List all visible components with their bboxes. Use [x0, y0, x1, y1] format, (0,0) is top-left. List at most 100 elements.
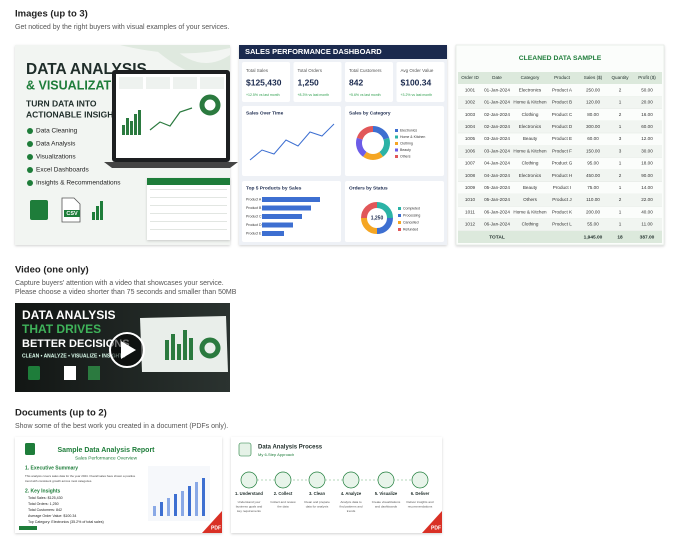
step-label: 5. Visualize [375, 491, 398, 496]
step-label: 1. Understand [235, 491, 263, 496]
table-cell: 14.00 [641, 185, 653, 190]
legend-label: Refunded [403, 227, 418, 231]
bar-label: Product D [246, 223, 262, 227]
play-icon[interactable] [121, 341, 136, 359]
doc-bullet: Total Sales: $125,430 [28, 496, 63, 500]
panel [242, 106, 341, 176]
video-strap: CLEAN • ANALYZE • VISUALIZE • INSIGHTS [22, 353, 126, 359]
table-cell: 1004 [465, 124, 476, 129]
table-cell: 1 [619, 222, 622, 227]
tagline: TURN DATA INTO [26, 98, 97, 108]
table-cell: 1 [619, 185, 622, 190]
decor-bar [189, 338, 193, 360]
panel-title: Sales by Category [349, 110, 391, 116]
table-header: Profit ($) [638, 75, 656, 80]
step-text: Collect and review [270, 500, 296, 504]
decor-bar [262, 205, 311, 211]
decor-bar [174, 494, 177, 516]
decor-bar [177, 344, 181, 360]
mini-row [150, 221, 227, 222]
table-cell: 450.00 [586, 173, 600, 178]
table-cell: Product K [552, 209, 573, 214]
doc-text: trend with consistent growth across most… [25, 479, 92, 483]
table-cell: Beauty [523, 185, 538, 190]
bullet: Insights & Recommendations [36, 180, 121, 187]
image-card[interactable]: CLEANED DATA SAMPLE Order ID Date Category P… [455, 44, 665, 246]
decor-bar [262, 231, 284, 236]
table-cell: Product D [552, 124, 573, 129]
pdf-corner [422, 511, 442, 533]
table-cell: 120.00 [586, 100, 600, 105]
bullet: Excel Dashboards [36, 167, 89, 174]
step-label: 2. Collect [274, 491, 293, 496]
table-row-bg [458, 218, 662, 231]
kpi-card [293, 62, 342, 102]
kpi-note: +12.5% vs last month [246, 93, 280, 97]
legend-swatch [398, 214, 401, 217]
section-subtitle: Get noticed by the right buyers with vis… [15, 24, 229, 31]
decor-bar [188, 486, 191, 516]
step-text: data for analysis [306, 504, 329, 508]
kpi-card [242, 62, 290, 102]
table-cell: 1007 [465, 161, 476, 166]
table-cell: 1005 [465, 136, 476, 141]
table-cell: Clothing [522, 161, 539, 166]
doc-heading: 2. Key Insights [25, 488, 61, 494]
table-cell: 3 [619, 148, 622, 153]
decor-bar [165, 340, 169, 360]
step-label: 3. Clean [309, 491, 326, 496]
decor-bar [92, 212, 95, 220]
bar-label: Product A [246, 197, 262, 201]
step-icon [342, 471, 360, 489]
step-text: the data [277, 504, 288, 508]
table-header: Quantity [611, 75, 629, 80]
kpi-value: $100.34 [401, 77, 432, 87]
table-cell: 40.00 [641, 209, 653, 214]
step-text: key requirements [237, 509, 261, 513]
table-total: 18 [617, 234, 623, 240]
decor-donut-slice [372, 126, 390, 140]
doc-icon [238, 442, 252, 457]
table-cell: 06-Jan-2024 [484, 222, 510, 227]
table-cell: Product H [552, 173, 572, 178]
table-cell: 03-Jan-2024 [484, 148, 510, 153]
table-cell: 12.00 [641, 136, 653, 141]
table-cell: 03-Jan-2024 [484, 136, 510, 141]
table-cell: 1009 [465, 185, 476, 190]
decor-line [149, 107, 193, 131]
table-cell: 01-Jan-2024 [484, 100, 510, 105]
step-text: Create visualizations [372, 500, 401, 504]
step-icon [274, 471, 292, 489]
kpi-tile [173, 77, 197, 89]
decor-line [249, 123, 335, 161]
pdf-badge: PDF [431, 525, 441, 531]
step-text: find patterns and [339, 504, 362, 508]
table-cell: 1 [619, 100, 622, 105]
bar-label: Product C [246, 214, 262, 218]
kpi-note: +3.2% vs last month [401, 93, 433, 97]
legend-label: Home & Kitchen [400, 135, 425, 139]
table-cell: 04-Jan-2024 [484, 161, 510, 166]
mini-row [150, 229, 227, 230]
step-text: business goals and [236, 504, 263, 508]
table-header: Category [521, 75, 540, 80]
doc-bullet: Total Orders: 1,250 [28, 502, 59, 506]
table-cell: Product E [552, 136, 572, 141]
mini-row [150, 213, 227, 214]
mini-row [150, 205, 227, 206]
table-cell: Beauty [523, 136, 538, 141]
legend-swatch [398, 207, 401, 210]
table-row-bg [458, 193, 662, 206]
table-cell: 04-Jan-2024 [484, 173, 510, 178]
decor-bar [122, 125, 125, 135]
legend-swatch [398, 228, 401, 231]
table-cell: 1010 [465, 197, 476, 202]
image-card[interactable]: SALES PERFORMANCE DASHBOARD Total Sales $1… [239, 45, 447, 245]
panel-title: Top 5 Products by Sales [246, 185, 302, 191]
decor-bar [126, 118, 129, 135]
